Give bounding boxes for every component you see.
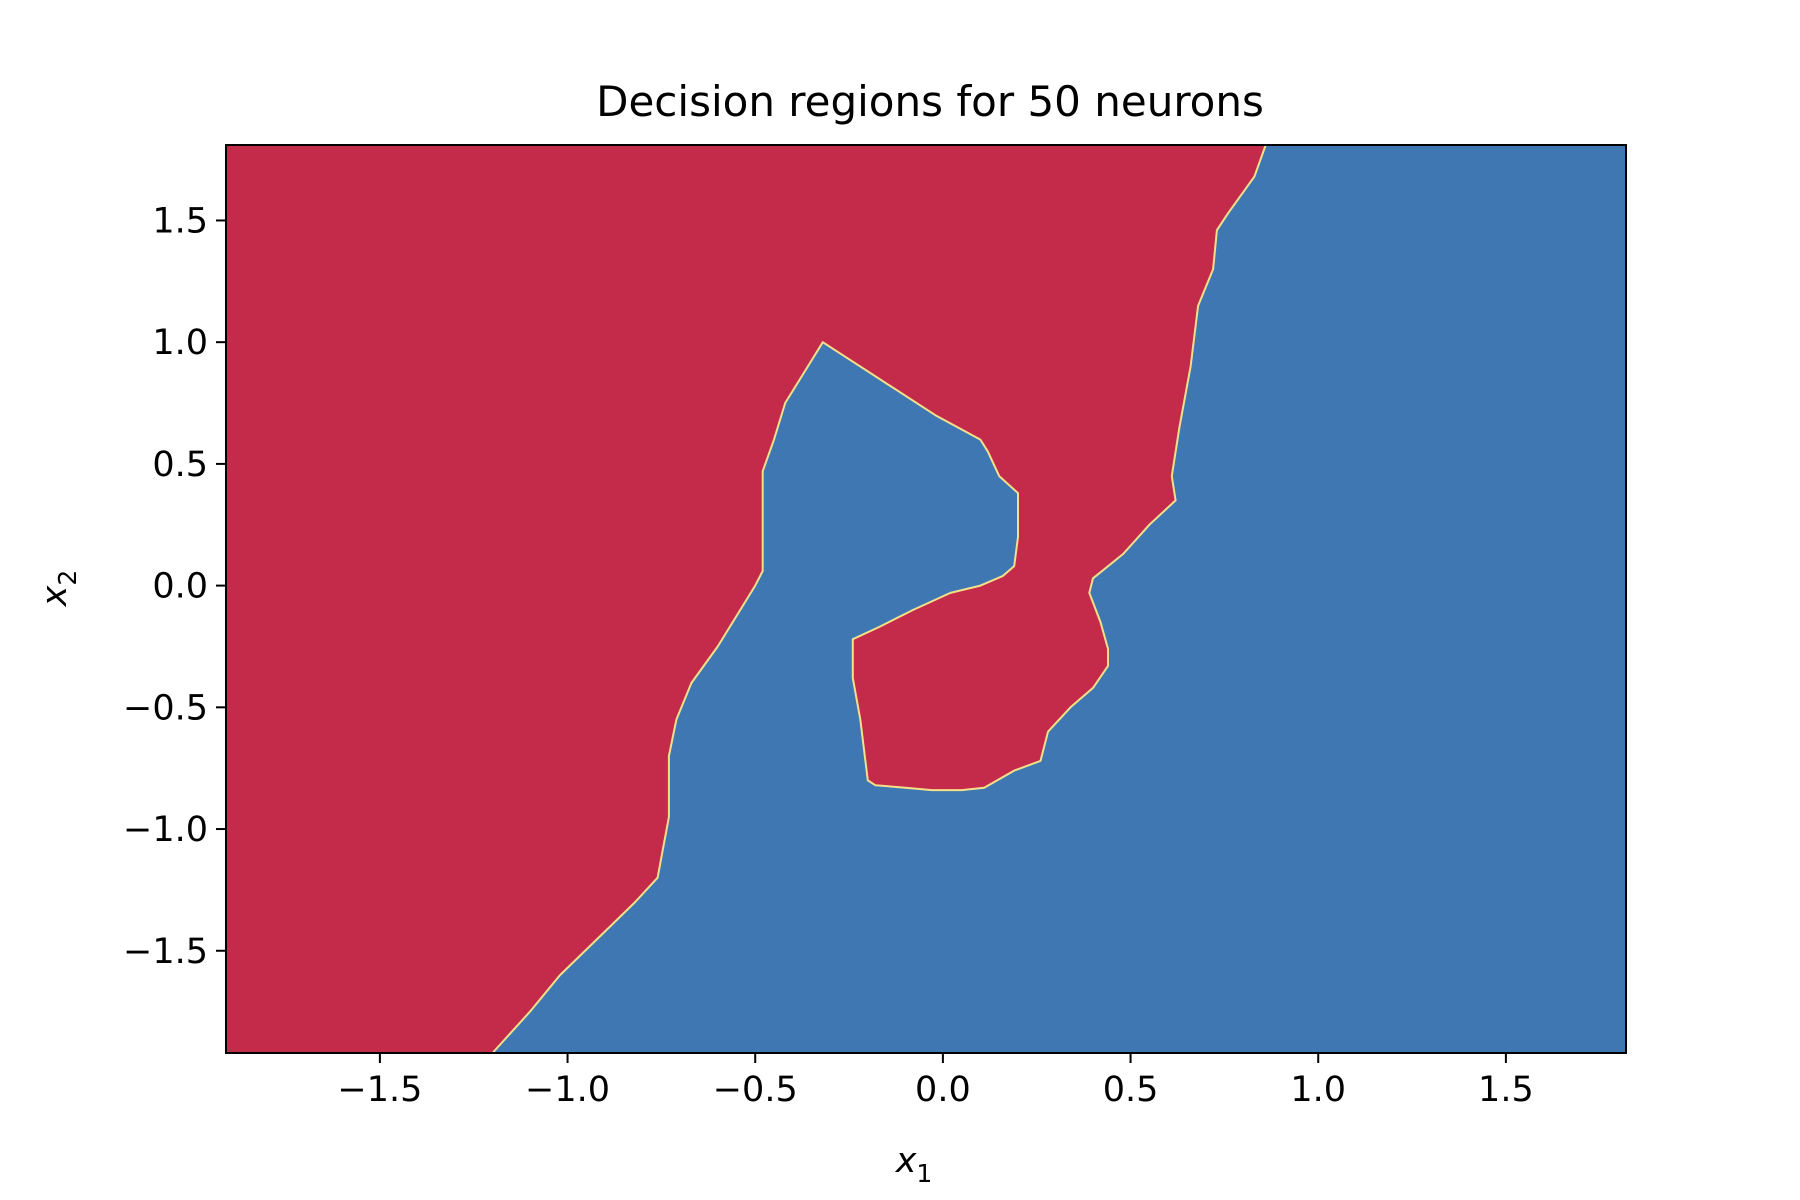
y-axis-label: x2 <box>35 570 82 608</box>
y-tick-label: −0.5 <box>123 688 208 728</box>
y-tick-label: 1.5 <box>152 201 208 241</box>
y-tick-label: −1.5 <box>123 932 208 972</box>
chart-title: Decision regions for 50 neurons <box>596 77 1264 126</box>
x-tick-label: 0.0 <box>915 1070 971 1110</box>
x-tick-label: −0.5 <box>713 1070 798 1110</box>
x-axis-label: x1 <box>895 1141 933 1188</box>
y-axis: 1.5 1.0 0.5 0.0 −0.5 −1.0 −1.5 <box>123 201 226 972</box>
x-tick-label: 0.5 <box>1103 1070 1159 1110</box>
x-tick-label: −1.0 <box>525 1070 610 1110</box>
y-tick-label: 0.0 <box>152 567 208 607</box>
plot-frame <box>225 144 1627 1054</box>
class-a-region <box>225 144 1267 1054</box>
x-tick-label: −1.5 <box>337 1070 422 1110</box>
x-tick-label: 1.0 <box>1290 1070 1346 1110</box>
x-axis: −1.5 −1.0 −0.5 0.0 0.5 1.0 1.5 <box>337 1053 1534 1110</box>
x-tick-label: 1.5 <box>1478 1070 1534 1110</box>
y-tick-label: −1.0 <box>123 810 208 850</box>
y-tick-label: 0.5 <box>152 445 208 485</box>
y-tick-label: 1.0 <box>152 323 208 363</box>
